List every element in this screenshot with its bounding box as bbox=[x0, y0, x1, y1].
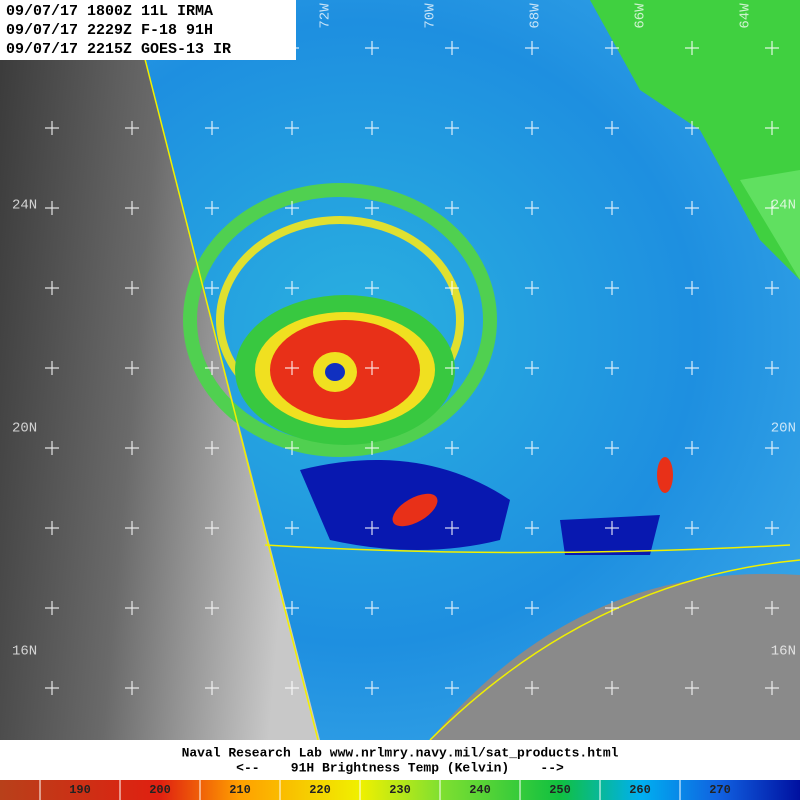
header-line: 09/07/17 2215Z GOES-13 IR bbox=[6, 41, 231, 58]
latitude-label: 20N bbox=[771, 421, 796, 437]
colorbar-label: 240 bbox=[469, 783, 491, 797]
footer-box bbox=[0, 740, 800, 780]
imagery bbox=[0, 0, 800, 741]
longitude-label: 64W bbox=[738, 3, 754, 29]
latitude-label: 16N bbox=[771, 644, 796, 660]
grid bbox=[45, 41, 779, 695]
latitude-label: 20N bbox=[12, 421, 37, 437]
longitude-label: 70W bbox=[423, 3, 439, 29]
header-box bbox=[0, 0, 296, 60]
colorbar-label: 270 bbox=[709, 783, 731, 797]
colorbar-label: 200 bbox=[149, 783, 171, 797]
colorbar-label: 220 bbox=[309, 783, 331, 797]
header-line: 09/07/17 1800Z 11L IRMA bbox=[6, 3, 213, 20]
header-line: 09/07/17 2229Z F-18 91H bbox=[6, 22, 213, 39]
colorbar-label: 250 bbox=[549, 783, 571, 797]
colorbar-label: 210 bbox=[229, 783, 251, 797]
longitude-label: 72W bbox=[318, 3, 334, 29]
latitude-label: 24N bbox=[12, 198, 37, 214]
latitude-label: 16N bbox=[12, 644, 37, 660]
footer-caption: <-- 91H Brightness Temp (Kelvin) --> bbox=[236, 760, 564, 775]
colorbar-label: 260 bbox=[629, 783, 651, 797]
colorbar-label: 190 bbox=[69, 783, 91, 797]
colorbar-label: 230 bbox=[389, 783, 411, 797]
longitude-label: 68W bbox=[528, 3, 544, 29]
longitude-label: 66W bbox=[633, 3, 649, 29]
latitude-label: 24N bbox=[771, 198, 796, 214]
footer-source: Naval Research Lab www.nrlmry.navy.mil/s… bbox=[182, 745, 619, 760]
